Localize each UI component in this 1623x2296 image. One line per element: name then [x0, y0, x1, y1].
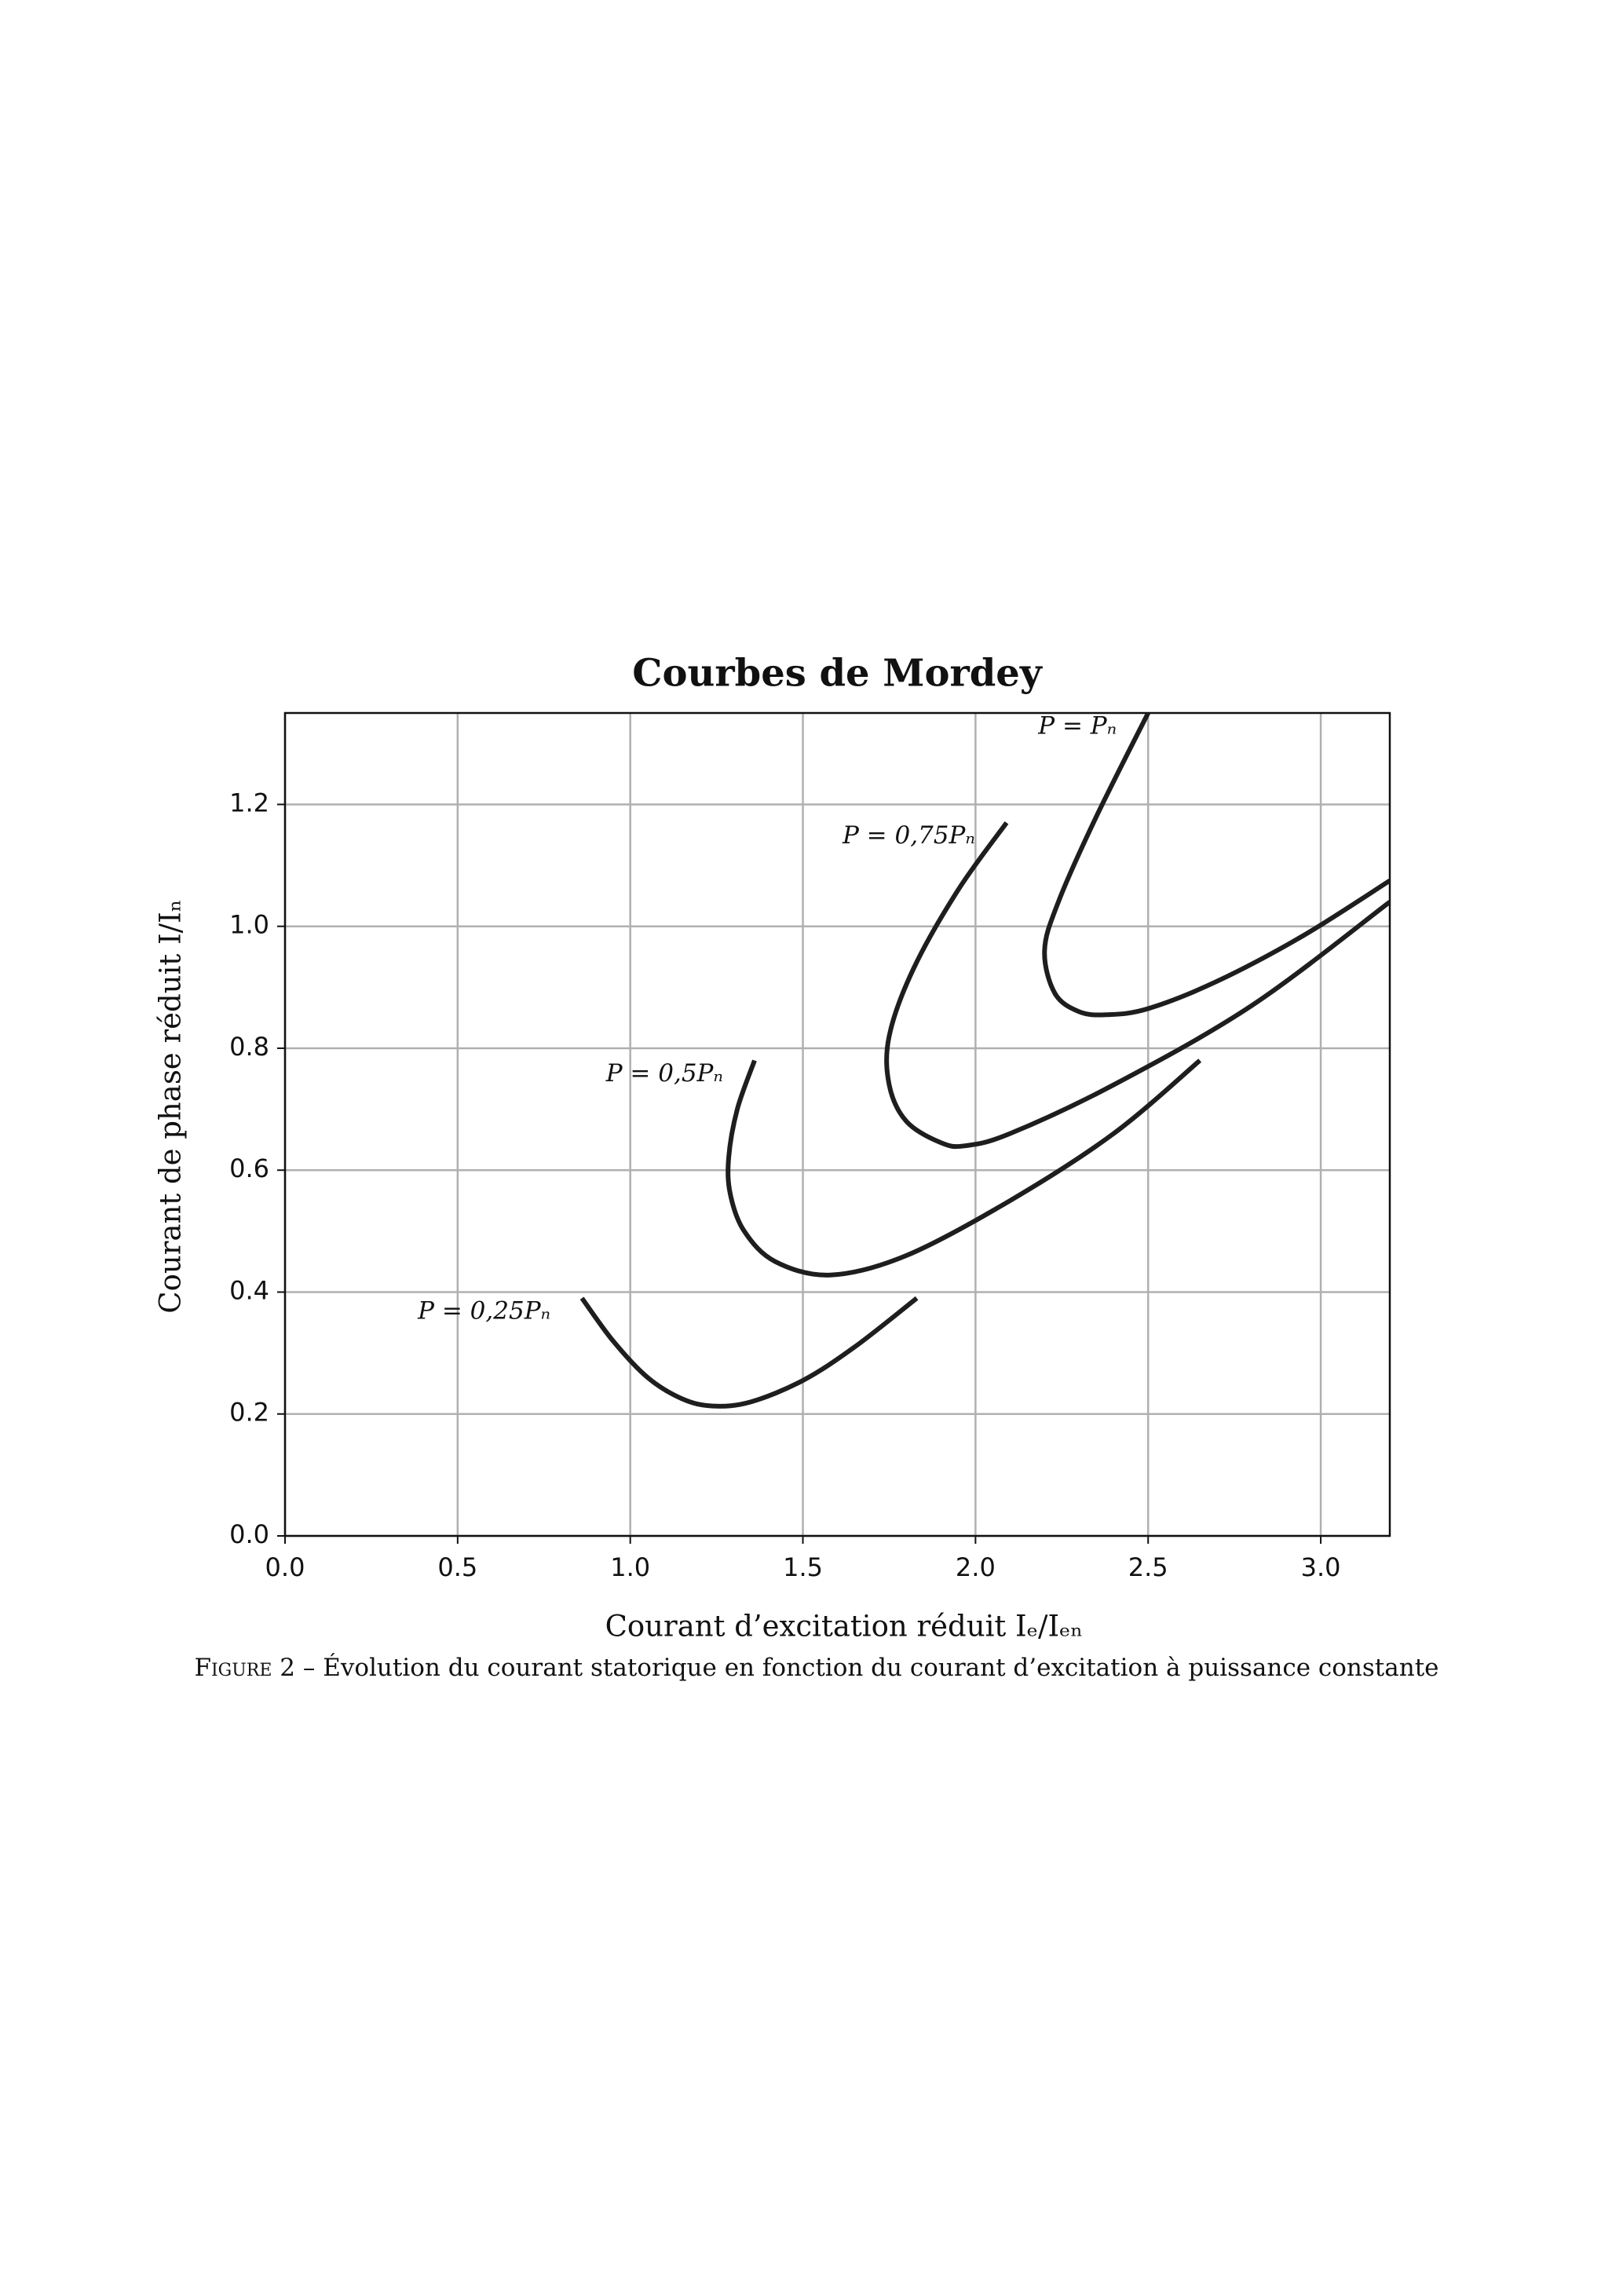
y-tick-label: 0.0	[229, 1519, 269, 1549]
curve	[579, 1296, 919, 1409]
caption: Figure 2 – Évolution du courant statoriq…	[194, 1652, 1438, 1682]
x-axis-label: Courant d’excitation réduit Iₑ/Iₑₙ	[605, 1610, 1084, 1643]
curve	[1042, 713, 1390, 1018]
plot-frame	[283, 711, 1391, 1537]
curve-label: P = Pₙ	[1037, 712, 1117, 740]
y-tick-label: 1.0	[229, 910, 269, 940]
y-tick-label: 0.2	[229, 1398, 269, 1428]
x-tick-label: 0.5	[437, 1552, 477, 1582]
y-tick-label: 0.6	[229, 1153, 269, 1183]
curve-label: P = 0,25Pₙ	[417, 1297, 550, 1325]
y-tick-label: 0.4	[229, 1275, 269, 1305]
x-tick-label: 1.5	[783, 1552, 823, 1582]
x-tick-label: 1.0	[610, 1552, 650, 1582]
x-tick-label: 2.0	[956, 1552, 996, 1582]
curve-label: P = 0,75Pₙ	[842, 821, 975, 850]
chart-title: Courbes de Mordey	[632, 652, 1044, 696]
caption-text: – Évolution du courant statorique en fon…	[303, 1652, 1439, 1682]
y-tick-label: 1.2	[229, 788, 269, 817]
curve	[884, 821, 1390, 1150]
y-tick-label: 0.8	[229, 1032, 269, 1062]
curve-label: P = 0,5Pₙ	[605, 1059, 723, 1088]
x-tick-label: 2.5	[1128, 1552, 1168, 1582]
x-tick-label: 3.0	[1301, 1552, 1341, 1582]
curve	[726, 1058, 1202, 1278]
x-tick-label: 0.0	[265, 1552, 305, 1582]
caption-label: Figure 2	[194, 1654, 295, 1682]
y-axis-label: Courant de phase réduit I/Iₙ	[154, 899, 188, 1313]
